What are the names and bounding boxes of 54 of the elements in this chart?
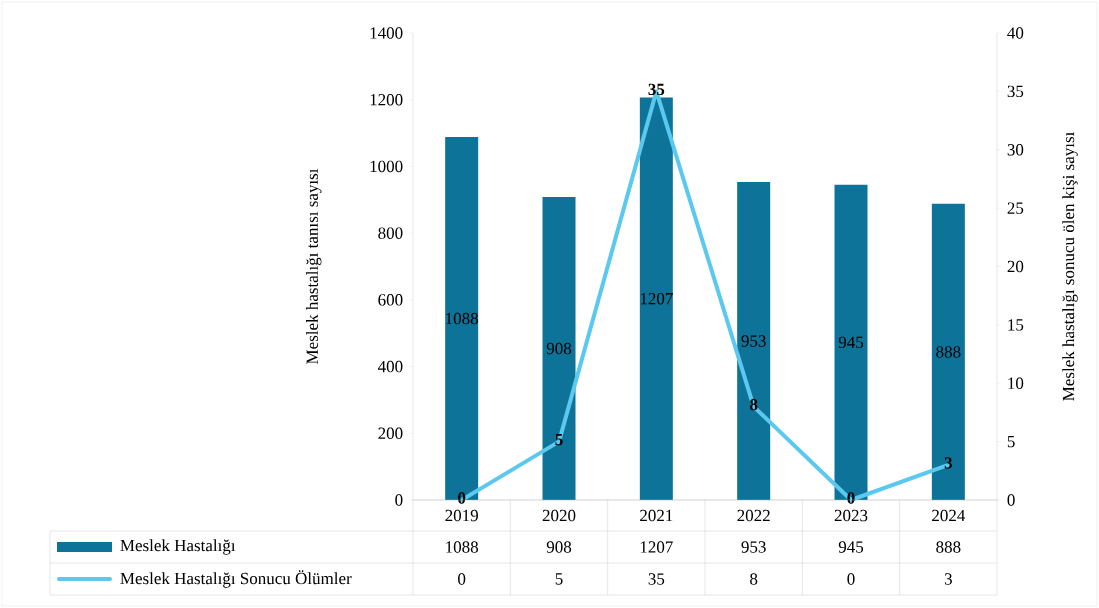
legend-label: Meslek Hastalığı xyxy=(120,539,236,555)
text: 0 xyxy=(847,492,855,504)
data-label: 1207 xyxy=(640,541,673,553)
x-tick-label: 2020 xyxy=(542,509,576,522)
y2-tick-label: 0 xyxy=(1007,494,1015,506)
y-tick-label: 1400 xyxy=(370,27,403,39)
x-tick-label: 2021 xyxy=(640,509,673,522)
y-tick-label: 1000 xyxy=(370,160,403,173)
text: 35 xyxy=(648,83,665,96)
data-label: 0 xyxy=(458,573,466,585)
text: 0 xyxy=(458,492,466,504)
text: 8 xyxy=(749,398,758,411)
y2-tick-label: 10 xyxy=(1008,377,1024,389)
bar xyxy=(737,182,771,500)
x-tick-label: 2022 xyxy=(737,509,770,522)
y2-tick-label: 30 xyxy=(1007,144,1024,156)
y2-tick-label: 15 xyxy=(1008,319,1024,331)
y-tick-label: 800 xyxy=(378,227,403,239)
x-tick-label: 2019 xyxy=(445,509,478,522)
y2-tick-label: 40 xyxy=(1007,27,1024,39)
y-tick-label: 600 xyxy=(378,294,403,306)
y2-tick-label: 20 xyxy=(1007,260,1024,273)
text: 953 xyxy=(741,335,766,347)
y-tick-label: 200 xyxy=(378,427,403,440)
y2-axis-title: Meslek hastalığı sonucu ölen kişi sayısı xyxy=(1062,131,1078,401)
data-label: 8 xyxy=(750,573,758,585)
text: 1207 xyxy=(640,292,673,305)
legend-label: Meslek Hastalığı Sonucu Ölümler xyxy=(120,570,352,588)
data-label: 3 xyxy=(944,573,952,585)
data-label: 1088 xyxy=(446,541,479,553)
text: 908 xyxy=(546,342,572,355)
y2-tick-label: 35 xyxy=(1007,85,1024,98)
y-tick-label: 1200 xyxy=(370,93,403,106)
bar xyxy=(639,97,673,500)
data-label: 888 xyxy=(936,541,961,553)
text: 945 xyxy=(838,336,864,349)
data-label: 0 xyxy=(847,573,855,585)
text: 5 xyxy=(555,433,563,446)
text: 888 xyxy=(936,346,961,358)
y-axis-title: Meslek hastalığı tanısı sayısı xyxy=(306,168,322,364)
bar xyxy=(542,197,576,500)
y-tick-label: 0 xyxy=(395,494,403,506)
data-label: 908 xyxy=(546,541,572,553)
x-tick-label: 2024 xyxy=(932,509,966,522)
y-tick-label: 400 xyxy=(377,360,403,373)
data-label: 945 xyxy=(838,541,864,553)
data-label: 953 xyxy=(741,541,766,553)
text: 1088 xyxy=(446,312,479,325)
x-tick-label: 2023 xyxy=(834,509,868,522)
bar xyxy=(931,203,965,500)
y2-tick-label: 5 xyxy=(1007,435,1015,448)
data-label: 35 xyxy=(648,573,665,585)
data-label: 5 xyxy=(555,573,563,585)
y2-tick-label: 25 xyxy=(1007,202,1024,214)
